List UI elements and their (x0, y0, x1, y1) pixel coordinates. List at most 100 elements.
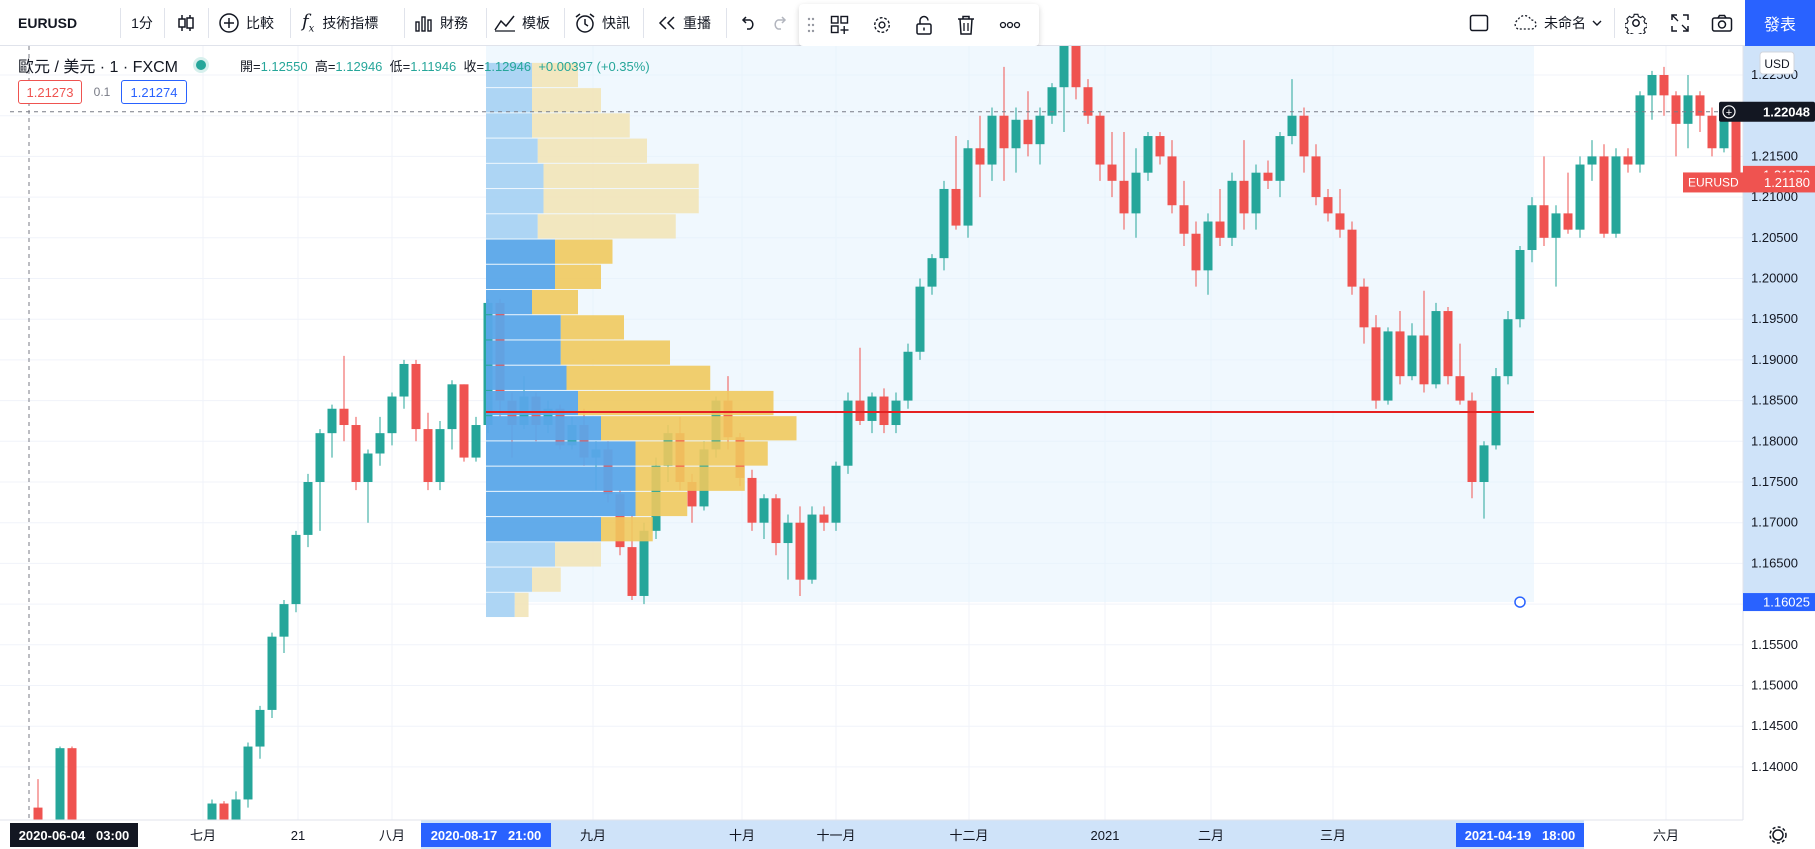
range-drag-handle[interactable] (1514, 596, 1526, 608)
candle (1035, 107, 1045, 165)
candle (1179, 180, 1189, 246)
chart-legend[interactable]: 歐元 / 美元 · 1 · FXCM (18, 52, 207, 78)
more-button[interactable] (995, 10, 1025, 40)
candle-body (1395, 331, 1405, 377)
crosshair-price-label[interactable]: + 1.22048 (1719, 101, 1815, 122)
publish-button[interactable]: 發表 (1745, 0, 1815, 46)
volume-up-bar (486, 113, 532, 138)
currency-badge[interactable] (1759, 51, 1795, 75)
volume-up-bar (486, 517, 601, 542)
time-tick-label: 七月 (190, 828, 216, 843)
lock-button[interactable] (909, 10, 939, 40)
drawing-settings-button[interactable] (867, 10, 897, 40)
currency-label: USD (1764, 57, 1790, 71)
candle-body (459, 384, 469, 458)
sell-price-button[interactable]: 1.21273 (18, 80, 82, 104)
alert-button[interactable]: 快訊 (566, 0, 642, 46)
crosshair-time-label (10, 823, 138, 847)
candle (1563, 172, 1573, 234)
volume-up-bar (486, 214, 538, 239)
candle (1011, 107, 1021, 173)
candle-body (1455, 376, 1465, 401)
candle (1491, 368, 1501, 450)
candle (1527, 197, 1537, 263)
candle (1275, 131, 1285, 198)
chart-pane[interactable]: 1.225001.220001.215001.210001.205001.200… (0, 46, 1815, 849)
range-end-time-label[interactable] (1456, 823, 1584, 847)
candle-body (1299, 115, 1309, 157)
candle-body (1287, 115, 1297, 137)
candle-body (975, 148, 985, 165)
candle-body (363, 453, 373, 482)
fullscreen-select-button[interactable] (1462, 0, 1496, 46)
buy-price-button[interactable]: 1.21274 (121, 80, 187, 104)
chart-type-button[interactable] (165, 0, 207, 46)
indicators-button[interactable]: fx 技術指標 (292, 0, 404, 46)
candle (1191, 221, 1201, 287)
redo-button[interactable] (764, 0, 798, 46)
divider (564, 8, 565, 38)
layout-menu-button[interactable]: 未命名 (1508, 0, 1608, 46)
candle-body (471, 425, 481, 458)
candle-body (1359, 286, 1369, 328)
camera-icon (1711, 14, 1733, 32)
candle-body (1443, 311, 1453, 377)
candle-body (1551, 213, 1561, 238)
time-tick-label: 十二月 (949, 828, 988, 843)
candle (1143, 131, 1153, 181)
symbol-search-button[interactable]: EURUSD (8, 0, 120, 46)
compare-button[interactable]: 比較 (210, 0, 290, 46)
candle (447, 380, 457, 450)
time-axis-ticks: 七月 21 八月 九月 十月 十一月 十二月 2021 二月 三月 六月 (190, 828, 1679, 843)
range-start-time-label[interactable] (421, 823, 551, 847)
gear-icon (1772, 829, 1784, 841)
more-horizontal-icon (999, 21, 1021, 29)
candle-body (987, 115, 997, 165)
candle (1671, 91, 1681, 157)
undo-button[interactable] (730, 0, 764, 46)
candle (1599, 144, 1609, 238)
drag-handle[interactable] (801, 10, 821, 40)
add-grid-icon (830, 15, 849, 34)
price-tick-label: 1.18000 (1751, 433, 1798, 448)
divider (404, 8, 405, 38)
market-status-dot-icon[interactable] (196, 60, 207, 70)
candle (1347, 221, 1357, 295)
volume-up-bar (486, 138, 538, 163)
layout-name: 未命名 (1544, 15, 1586, 31)
fullscreen-button[interactable] (1660, 0, 1700, 46)
delete-button[interactable] (951, 10, 981, 40)
candle-body (819, 514, 829, 523)
volume-profile-row (486, 113, 630, 138)
financials-button[interactable]: 財務 (406, 0, 486, 46)
candle (759, 494, 769, 539)
candle (1227, 172, 1237, 246)
candle (1359, 278, 1369, 344)
candle-body (1227, 180, 1237, 238)
candle-body (1011, 119, 1021, 149)
candle-body (255, 709, 265, 747)
chevron-down-icon (1592, 20, 1602, 26)
candle-body (67, 748, 77, 820)
financials-label: 財務 (440, 15, 468, 31)
candle (1407, 323, 1417, 381)
templates-button[interactable]: 模板 (488, 0, 564, 46)
gear-icon (874, 17, 890, 33)
replay-button[interactable]: 重播 (645, 0, 725, 46)
volume-down-bar (537, 214, 676, 239)
settings-button[interactable] (1616, 0, 1656, 46)
volume-profile-row (486, 264, 601, 289)
price-tick-label: 1.19500 (1751, 311, 1798, 326)
add-template-button[interactable] (825, 10, 855, 40)
candle-body (1251, 172, 1261, 214)
chart-settings-button[interactable] (1769, 826, 1787, 844)
snapshot-button[interactable] (1702, 0, 1742, 46)
candle-body (1035, 115, 1045, 145)
interval-button[interactable]: 1分 (121, 0, 163, 46)
candle (1167, 140, 1177, 214)
volume-profile-row (486, 441, 768, 466)
candle (339, 355, 349, 442)
candle (795, 506, 805, 596)
open-value: 1.12550 (260, 59, 308, 74)
candle-body (55, 748, 65, 824)
